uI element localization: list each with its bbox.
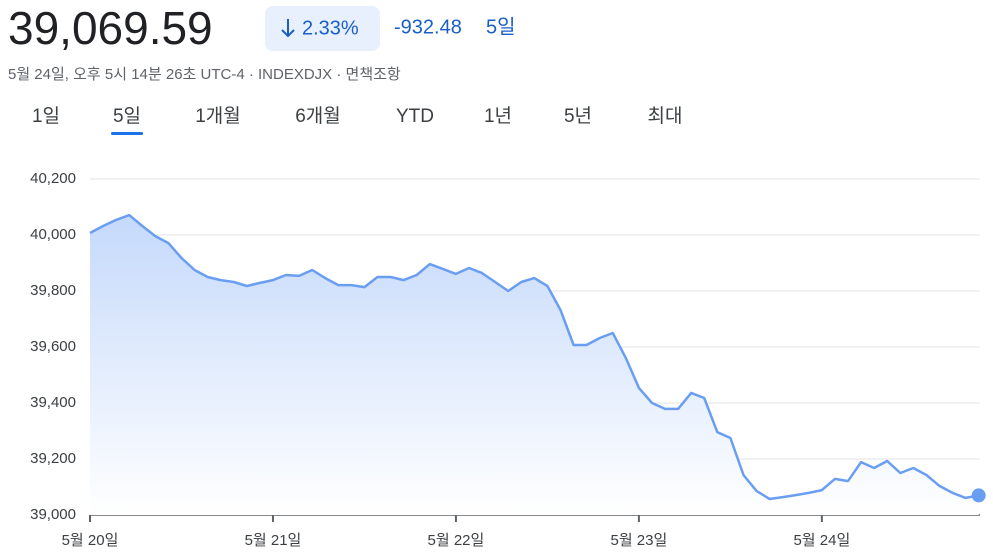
area [90, 215, 979, 515]
tab[interactable]: 6개월 [295, 105, 341, 127]
tab[interactable]: 5일 [113, 105, 141, 127]
x-tick-label: 5월 23일 [611, 532, 668, 549]
change-pill [265, 6, 380, 51]
tab[interactable]: 최대 [648, 105, 683, 127]
tab[interactable]: 5년 [564, 105, 592, 127]
tab[interactable]: 1년 [484, 105, 512, 127]
period: 5일 [486, 15, 516, 38]
x-tick-label: 5월 24일 [793, 532, 850, 549]
x-tick-label: 5월 22일 [428, 532, 485, 549]
down-arrow [281, 19, 295, 38]
x-tick-label: 5월 20일 [62, 532, 119, 549]
tab[interactable]: YTD [396, 106, 434, 127]
tabs: 1일 5일 1개월 6개월 YTD 1년 5년 최대 [32, 105, 683, 135]
y-tick-label: 40,200 [30, 170, 76, 187]
tab-indicator [110, 132, 144, 135]
change: -932.48 [394, 16, 462, 38]
chart: 39,000 39,200 39,400 39,600 39,800 40,000 40,2… [30, 170, 986, 549]
subtitle: 5월 24일, 오후 5시 14분 26초 UTC-4 · INDEXDJX ·… [8, 66, 401, 83]
x-tick-label: 5월 21일 [245, 532, 302, 549]
line [89, 213, 979, 501]
y-tick-label: 39,600 [30, 338, 76, 355]
change-percent: 2.33% [302, 17, 359, 39]
price: 39,069.59 [8, 2, 213, 54]
y-tick-label: 40,000 [30, 226, 76, 243]
tab[interactable]: 1일 [32, 105, 60, 127]
y-tick-label: 39,000 [30, 506, 76, 523]
y-tick-label: 39,800 [30, 282, 76, 299]
y-tick-label: 39,200 [30, 450, 76, 467]
tab[interactable]: 1개월 [195, 105, 241, 127]
last-point [971, 488, 986, 503]
y-tick-label: 39,400 [30, 394, 76, 411]
